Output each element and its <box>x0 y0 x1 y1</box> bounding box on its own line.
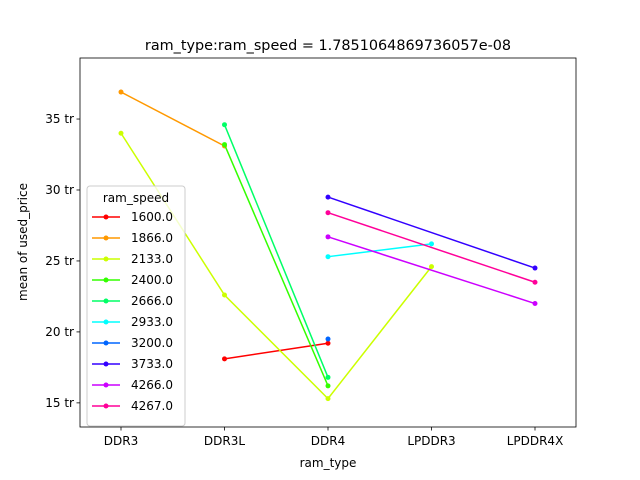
legend-item: 1600.0 <box>92 210 173 224</box>
y-tick-label: 20 tr <box>45 325 74 339</box>
data-point <box>325 210 331 216</box>
legend-label: 4267.0 <box>131 399 173 413</box>
series-3200.0 <box>325 336 331 342</box>
legend: ram_speed 1600.0 1866.0 2133.0 2400.0 2666.0 2… <box>86 185 186 427</box>
legend-label: 1866.0 <box>131 231 173 245</box>
legend-item: 4266.0 <box>92 378 173 392</box>
data-point <box>429 241 434 247</box>
legend-swatch-marker <box>103 403 109 409</box>
data-point <box>325 194 331 200</box>
data-point <box>325 340 331 346</box>
series-line <box>223 144 329 387</box>
series-2400.0 <box>222 142 331 389</box>
legend-label: 3200.0 <box>131 336 173 350</box>
series-3733.0 <box>325 194 538 271</box>
legend-swatch-marker <box>103 382 109 388</box>
data-point <box>325 234 331 240</box>
data-point <box>532 301 538 307</box>
data-point <box>325 254 331 260</box>
data-point <box>325 374 331 380</box>
legend-swatch-marker <box>103 298 109 304</box>
legend-item: 2400.0 <box>92 273 173 287</box>
legend-swatch-marker <box>103 277 109 283</box>
legend-swatch-marker <box>103 319 109 325</box>
data-point <box>222 292 227 298</box>
legend-item: 3733.0 <box>92 357 173 371</box>
legend-swatch-marker <box>103 214 109 220</box>
legend-item: 2666.0 <box>92 294 173 308</box>
legend-swatch-marker <box>103 235 109 241</box>
legend-item: 1866.0 <box>92 231 173 245</box>
legend-swatch-marker <box>103 256 109 262</box>
series-layer <box>118 89 538 402</box>
chart-title: ram_type:ram_speed = 1.7851064869736057e… <box>145 38 511 54</box>
x-tick-label: LPDDR3 <box>407 434 455 448</box>
series-4266.0 <box>325 234 538 307</box>
series-line <box>223 124 329 378</box>
series-line <box>327 243 432 258</box>
data-point <box>222 356 227 362</box>
legend-item: 4267.0 <box>92 399 173 413</box>
legend-title: ram_speed <box>103 191 169 205</box>
data-point <box>532 279 538 285</box>
x-tick-label: DDR4 <box>311 434 345 448</box>
data-point <box>222 142 227 148</box>
y-tick-label: 25 tr <box>45 254 74 268</box>
series-line <box>327 211 536 283</box>
series-2933.0 <box>325 241 434 260</box>
y-tick-label: 30 tr <box>45 183 74 197</box>
legend-item: 3200.0 <box>92 336 173 350</box>
series-4267.0 <box>325 210 538 285</box>
x-tick-label: LPDDR4X <box>507 434 564 448</box>
series-line <box>120 91 225 147</box>
y-axis-label: mean of used_price <box>16 183 30 301</box>
legend-item: 2933.0 <box>92 315 173 329</box>
data-point <box>222 122 227 128</box>
plot-frame <box>79 57 577 428</box>
series-2666.0 <box>222 122 331 380</box>
series-line <box>327 236 536 305</box>
x-axis: DDR3 DDR3L DDR4 LPDDR3 LPDDR4X <box>104 427 564 448</box>
y-axis: 15 tr 20 tr 25 tr 30 tr 35 tr <box>45 112 80 410</box>
y-tick-label: 35 tr <box>45 112 74 126</box>
x-tick-label: DDR3 <box>104 434 138 448</box>
legend-swatch-marker <box>103 340 109 346</box>
data-point <box>532 265 538 271</box>
x-axis-label: ram_type <box>300 456 357 470</box>
legend-label: 2666.0 <box>131 294 173 308</box>
y-tick-label: 15 tr <box>45 396 74 410</box>
legend-box <box>86 185 186 427</box>
x-tick-label: DDR3L <box>204 434 245 448</box>
series-line <box>327 196 536 269</box>
legend-label: 2933.0 <box>131 315 173 329</box>
data-point <box>325 383 331 389</box>
legend-label: 2400.0 <box>131 273 173 287</box>
data-point <box>118 130 124 136</box>
legend-label: 2133.0 <box>131 252 173 266</box>
legend-label: 4266.0 <box>131 378 173 392</box>
data-point <box>325 336 331 342</box>
legend-label: 3733.0 <box>131 357 173 371</box>
data-point <box>325 396 331 402</box>
data-point <box>118 89 124 95</box>
data-point <box>429 264 434 270</box>
legend-label: 1600.0 <box>131 210 173 224</box>
legend-item: 2133.0 <box>92 252 173 266</box>
legend-swatch-marker <box>103 361 109 367</box>
